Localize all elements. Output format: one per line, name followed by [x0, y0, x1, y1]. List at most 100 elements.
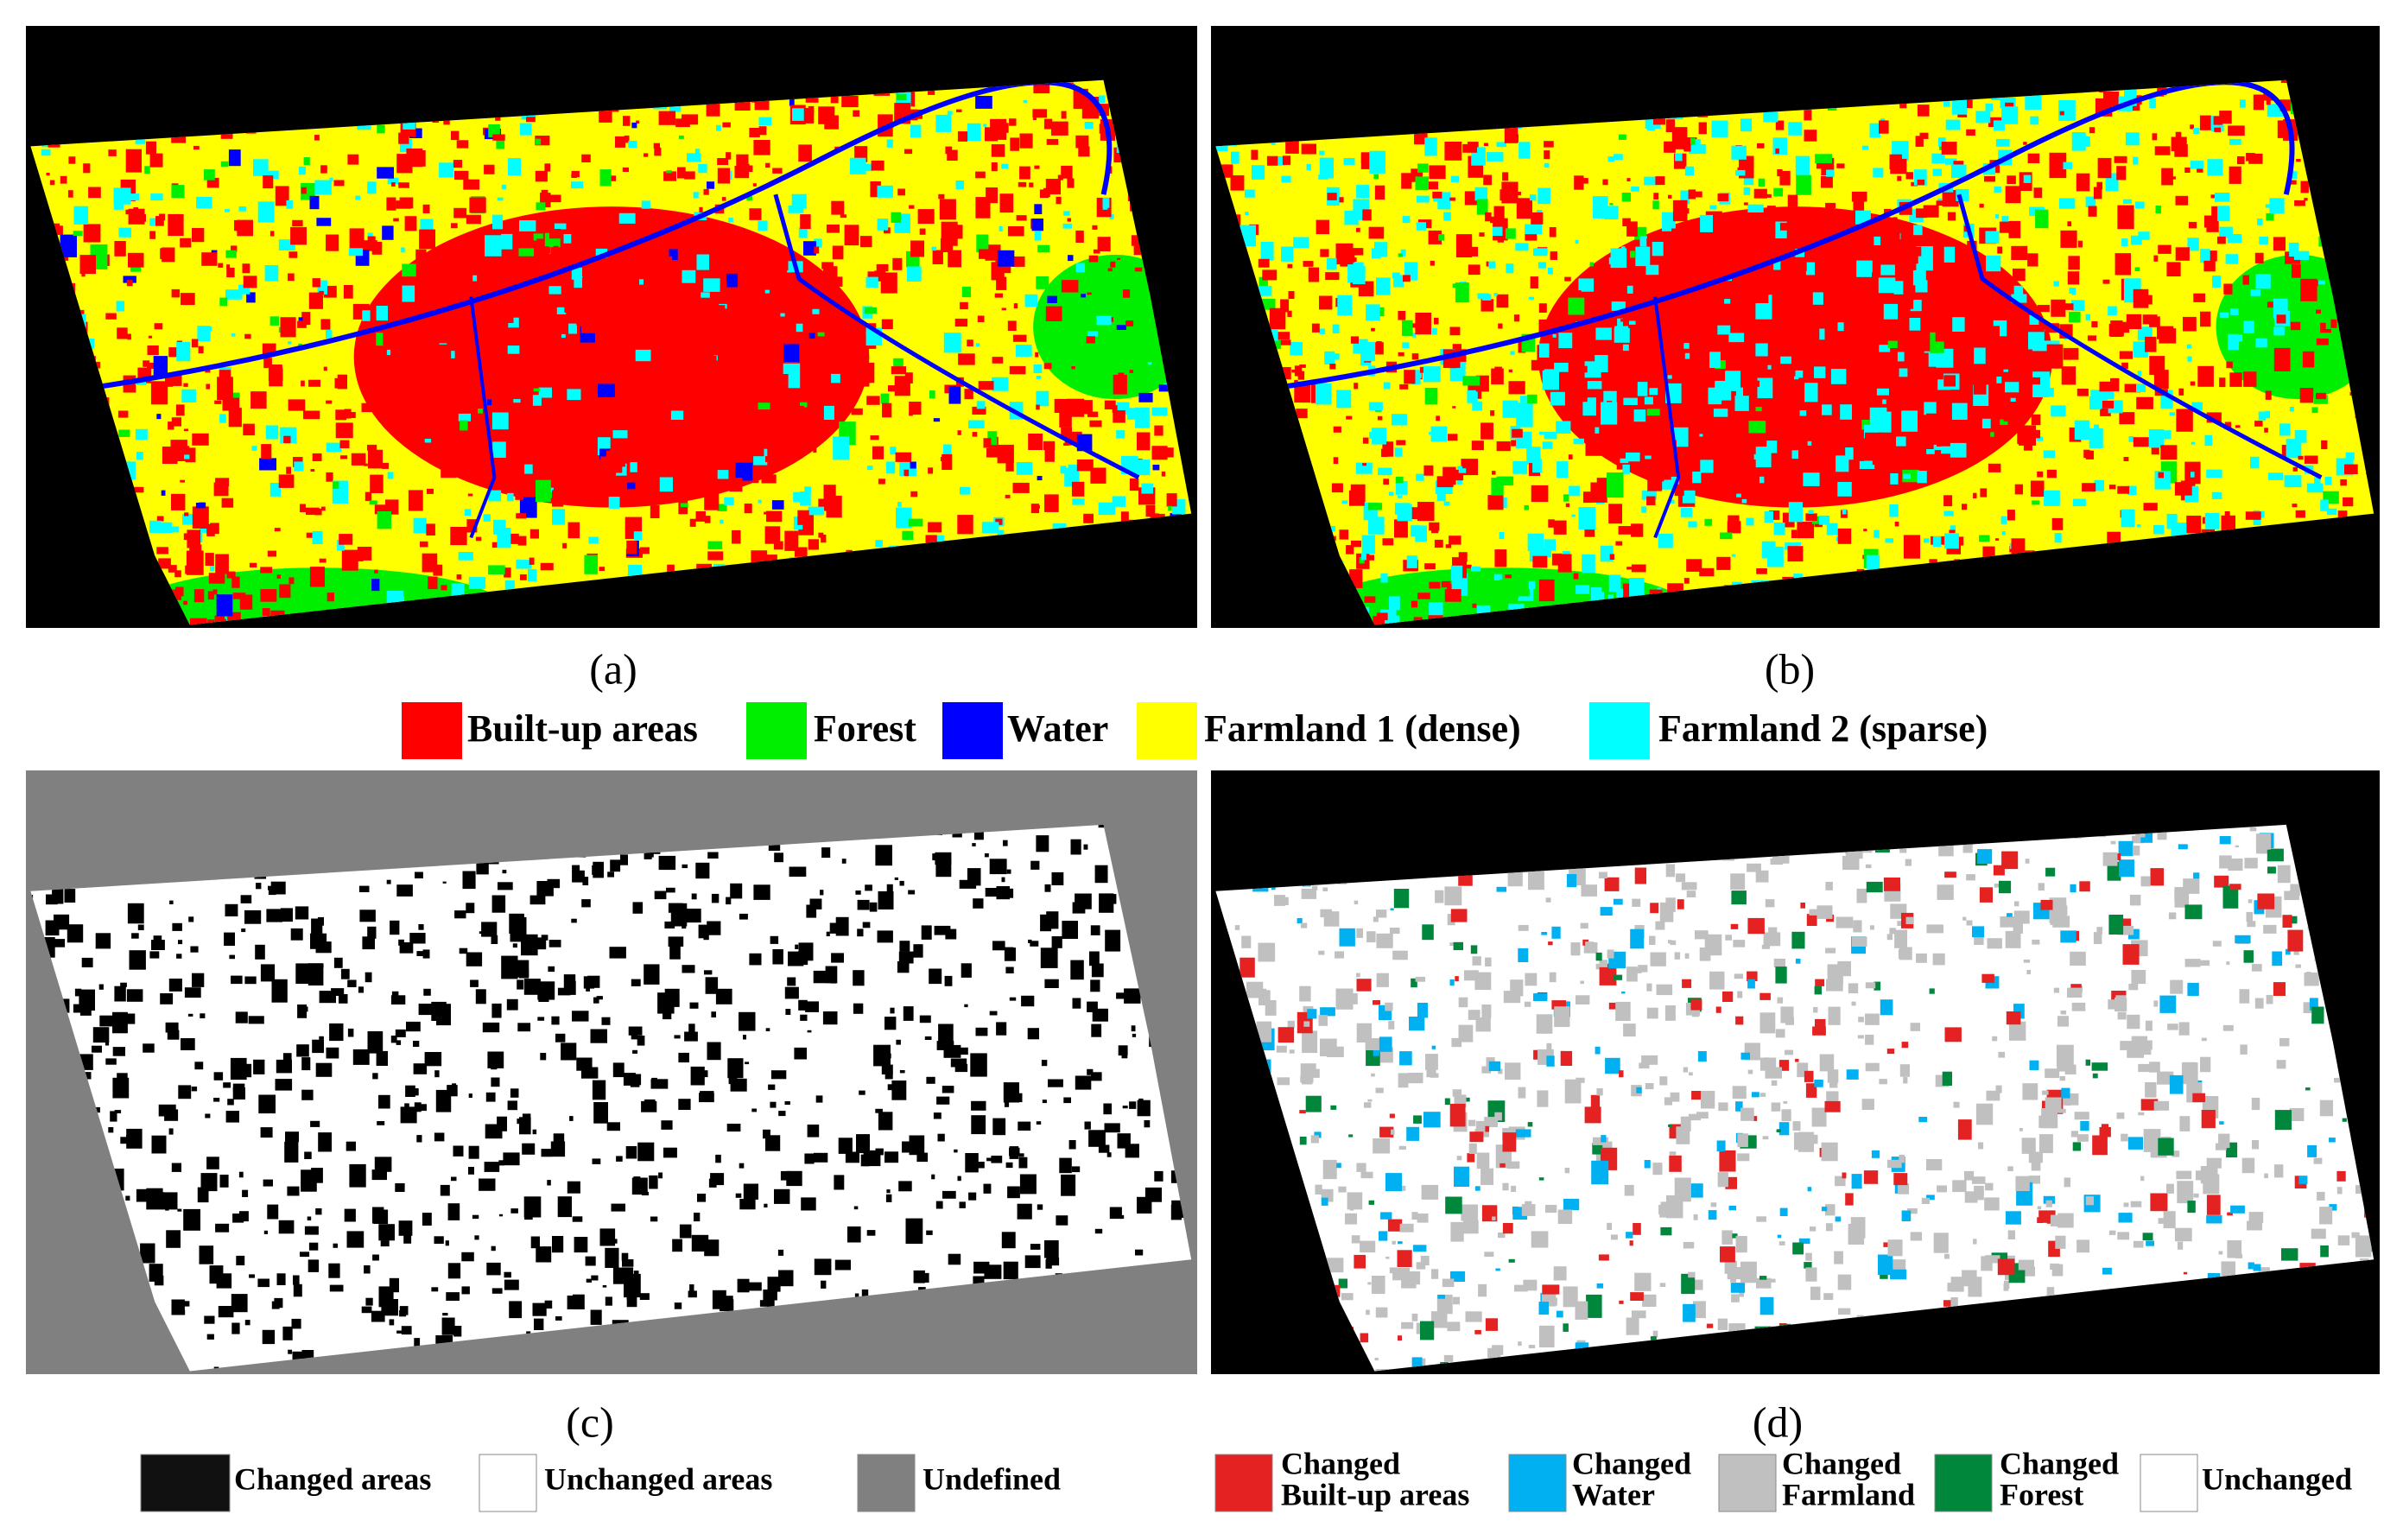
map-speck	[439, 162, 453, 178]
map-speck	[1045, 306, 1062, 321]
map-speck	[778, 1111, 786, 1117]
map-speck	[1395, 480, 1408, 495]
map-speck	[1122, 1106, 1128, 1109]
map-speck	[789, 866, 807, 877]
map-speck	[564, 301, 575, 313]
map-speck	[658, 1172, 663, 1179]
map-speck	[1984, 175, 1995, 182]
map-speck	[2068, 256, 2080, 270]
map-speck	[498, 1214, 504, 1217]
map-speck	[2133, 156, 2139, 165]
map-speck	[276, 1273, 286, 1285]
map-speck	[796, 323, 803, 333]
map-speck	[232, 1214, 244, 1223]
map-speck	[450, 527, 467, 546]
map-speck	[1536, 1014, 1553, 1034]
map-speck	[183, 383, 188, 387]
map-speck	[393, 422, 398, 429]
map-speck	[1542, 441, 1553, 449]
map-speck	[1915, 386, 1929, 395]
map-speck	[1044, 447, 1055, 462]
map-speck	[590, 1309, 602, 1325]
map-speck	[1388, 491, 1394, 496]
map-speck	[1822, 474, 1833, 489]
map-speck	[810, 364, 826, 381]
map-speck	[595, 248, 608, 258]
map-speck	[1402, 342, 1410, 348]
map-speck	[1747, 863, 1761, 872]
map-speck	[991, 1156, 1003, 1163]
map-speck	[1123, 289, 1131, 298]
map-speck	[841, 859, 846, 864]
map-speck	[910, 491, 918, 497]
map-speck	[1241, 935, 1252, 948]
map-speck	[485, 1092, 496, 1102]
map-speck	[381, 462, 390, 469]
map-speck	[774, 374, 789, 395]
map-speck	[784, 1101, 790, 1106]
map-speck	[1865, 1013, 1880, 1025]
map-speck	[206, 1334, 214, 1340]
map-speck	[1595, 482, 1608, 497]
map-speck	[2248, 154, 2253, 159]
map-speck	[1152, 465, 1160, 471]
map-speck	[225, 289, 243, 300]
map-speck	[1280, 299, 1290, 313]
map-speck	[622, 1259, 634, 1267]
map-speck	[2160, 445, 2178, 460]
map-speck	[191, 1087, 198, 1092]
map-speck	[1602, 179, 1608, 186]
map-speck	[2316, 338, 2329, 345]
map-speck	[301, 187, 307, 194]
map-speck	[552, 490, 564, 507]
map-speck	[1755, 343, 1768, 357]
map-speck	[453, 170, 469, 181]
map-speck	[650, 1216, 658, 1222]
map-speck	[1116, 430, 1125, 439]
map-speck	[2182, 627, 2191, 641]
map-speck	[468, 577, 485, 589]
map-speck	[938, 193, 945, 200]
map-speck	[1519, 142, 1531, 159]
map-speck	[1926, 413, 1943, 425]
map-speck	[1231, 151, 1240, 164]
map-speck	[1032, 109, 1048, 118]
map-speck	[935, 114, 952, 132]
map-speck	[1709, 971, 1725, 990]
map-speck	[778, 1270, 794, 1287]
map-speck	[957, 131, 968, 142]
map-speck	[1129, 370, 1133, 373]
map-speck	[726, 430, 743, 441]
map-speck	[867, 466, 873, 471]
map-speck	[921, 925, 932, 940]
map-speck	[717, 158, 729, 165]
map-speck	[127, 903, 144, 924]
map-speck	[2264, 428, 2268, 433]
map-speck	[1040, 397, 1046, 402]
map-speck	[1117, 1133, 1131, 1149]
map-speck	[74, 988, 82, 997]
map-speck	[312, 530, 323, 544]
map-speck	[699, 1093, 714, 1103]
map-speck	[1639, 236, 1647, 247]
map-speck	[206, 1157, 219, 1169]
map-speck	[1432, 191, 1442, 199]
map-speck	[2321, 440, 2328, 450]
map-speck	[509, 468, 514, 475]
map-speck	[1306, 163, 1311, 171]
map-speck	[1986, 255, 2001, 272]
map-speck	[639, 547, 650, 555]
map-speck	[877, 219, 889, 231]
map-speck	[520, 315, 534, 332]
map-speck	[1644, 396, 1653, 405]
map-speck	[954, 318, 968, 327]
map-speck	[519, 123, 532, 136]
map-speck	[1364, 596, 1376, 603]
map-speck	[1917, 471, 1927, 484]
map-speck	[1468, 246, 1479, 257]
map-speck	[497, 528, 511, 548]
map-speck	[419, 229, 435, 250]
map-speck	[899, 880, 904, 886]
map-speck	[263, 358, 272, 369]
map-speck	[2007, 320, 2024, 335]
